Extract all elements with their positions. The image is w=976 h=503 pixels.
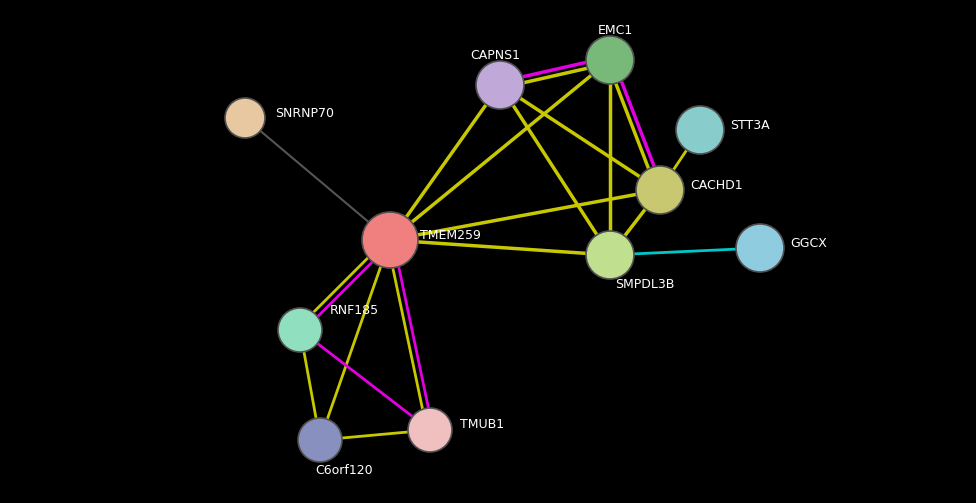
Text: SMPDL3B: SMPDL3B: [615, 279, 674, 292]
Text: TMEM259: TMEM259: [420, 228, 481, 241]
Circle shape: [278, 308, 322, 352]
Circle shape: [586, 36, 634, 84]
Circle shape: [636, 166, 684, 214]
Text: RNF185: RNF185: [330, 303, 379, 316]
Text: GGCX: GGCX: [790, 236, 827, 249]
Text: C6orf120: C6orf120: [315, 463, 373, 476]
Text: CACHD1: CACHD1: [690, 179, 743, 192]
Text: CAPNS1: CAPNS1: [470, 48, 520, 61]
Text: SNRNP70: SNRNP70: [275, 107, 334, 120]
Circle shape: [225, 98, 265, 138]
Circle shape: [298, 418, 342, 462]
Text: TMUB1: TMUB1: [460, 418, 505, 432]
Circle shape: [676, 106, 724, 154]
Text: STT3A: STT3A: [730, 119, 770, 131]
Circle shape: [476, 61, 524, 109]
Text: EMC1: EMC1: [597, 24, 632, 37]
Circle shape: [408, 408, 452, 452]
Circle shape: [362, 212, 418, 268]
Circle shape: [586, 231, 634, 279]
Circle shape: [736, 224, 784, 272]
